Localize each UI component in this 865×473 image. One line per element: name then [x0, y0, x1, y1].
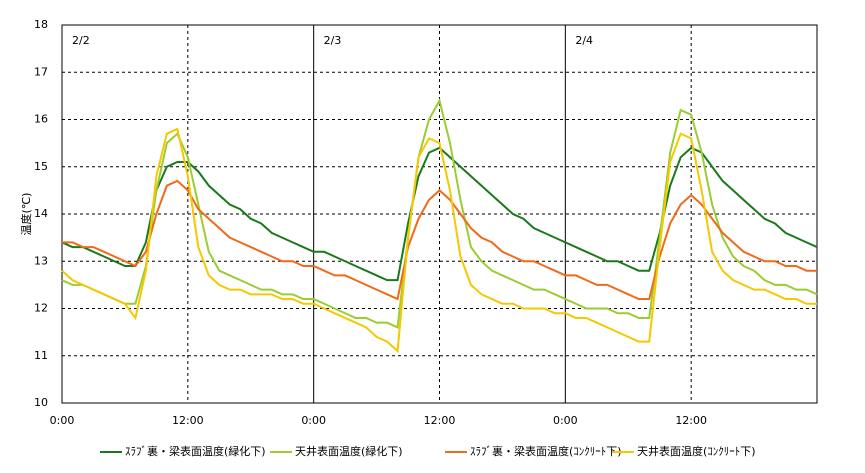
- y-tick-label: 12: [34, 302, 48, 315]
- plot-border: [61, 24, 818, 404]
- y-tick-label: 10: [34, 396, 48, 409]
- line: [61, 146, 818, 282]
- x-tick-label: 0:00: [301, 414, 326, 427]
- y-axis-label: 温度(℃): [19, 193, 33, 236]
- y-tick-label: 11: [34, 349, 48, 362]
- x-tick-label: 12:00: [675, 414, 707, 427]
- x-tick-label: 0:00: [553, 414, 578, 427]
- x-tick-label: 0:00: [50, 414, 75, 427]
- line: [61, 127, 817, 354]
- y-tick-label: 14: [34, 207, 48, 220]
- y-tick-label: 17: [34, 65, 48, 78]
- legend-label: 天井表面温度(緑化下): [295, 444, 403, 458]
- line: [61, 97, 818, 329]
- x-tick-label: 12:00: [424, 414, 456, 427]
- line: [62, 179, 817, 301]
- y-tick-label: 16: [34, 113, 48, 126]
- day-label: 2/2: [72, 34, 90, 47]
- y-tick-label: 15: [34, 160, 48, 173]
- legend-label: ｽﾗﾌﾞ裏・梁表面温度(緑化下): [125, 444, 266, 458]
- day-label: 2/3: [324, 34, 342, 47]
- y-tick-label: 13: [34, 254, 48, 267]
- y-tick-label: 18: [34, 18, 48, 31]
- legend-label: ｽﾗﾌﾞ裏・梁表面温度(ｺﾝｸﾘｰﾄ下): [470, 444, 622, 458]
- day-label: 2/4: [575, 34, 593, 47]
- legend-label: 天井表面温度(ｺﾝｸﾘｰﾄ下): [637, 444, 756, 458]
- x-tick-label: 12:00: [172, 414, 204, 427]
